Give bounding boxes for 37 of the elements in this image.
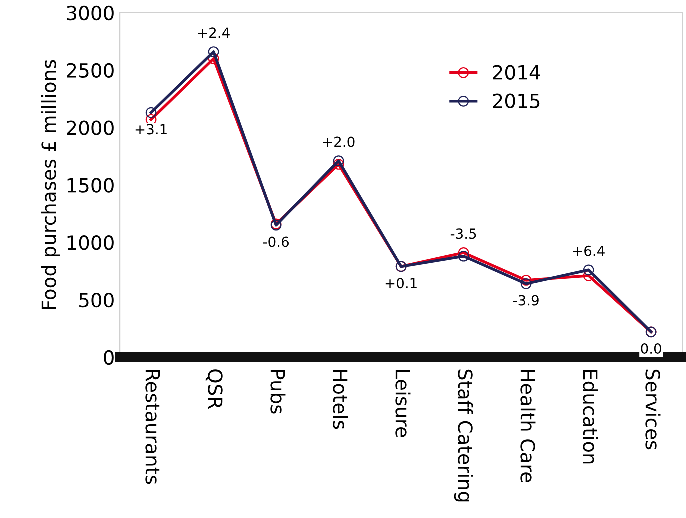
annotation: -3.9 bbox=[513, 295, 539, 306]
x-tick-label: Education bbox=[583, 370, 598, 464]
x-tick-label: Hotels bbox=[333, 370, 348, 430]
point bbox=[520, 275, 532, 286]
point bbox=[520, 278, 532, 290]
x-tick-label: Leisure bbox=[396, 370, 411, 438]
point bbox=[458, 250, 470, 262]
point bbox=[458, 248, 470, 258]
annotation: 0.0 bbox=[641, 344, 662, 354]
y-tick-label: 2500 bbox=[67, 63, 114, 78]
y-tick-label: 0 bbox=[104, 350, 114, 366]
x-tick-label: Pubs bbox=[270, 370, 286, 414]
y-axis-title: Food purchases £ millions bbox=[41, 60, 60, 310]
y-tick-label: 1500 bbox=[68, 178, 114, 193]
legend-label: 2015 bbox=[493, 94, 540, 108]
annotation: -0.6 bbox=[263, 236, 289, 248]
point bbox=[146, 107, 157, 118]
annotation: +6.4 bbox=[573, 246, 605, 256]
annotation: +2.4 bbox=[198, 28, 230, 38]
annotation: +2.0 bbox=[323, 136, 355, 148]
point bbox=[333, 159, 344, 170]
x-tick-label: QSR bbox=[206, 370, 223, 410]
point bbox=[583, 264, 594, 276]
y-tick-label: 500 bbox=[80, 292, 114, 308]
x-tick-label: Staff Catering bbox=[454, 370, 474, 502]
x-tick-label: Restaurants bbox=[146, 370, 160, 484]
x-tick-label: Services bbox=[646, 370, 661, 450]
legend-label: 2014 bbox=[493, 65, 540, 80]
y-tick-label: 1000 bbox=[68, 236, 114, 250]
point bbox=[333, 156, 344, 166]
annotation: -3.5 bbox=[450, 228, 476, 240]
y-tick-label: 3000 bbox=[67, 6, 114, 21]
point bbox=[208, 46, 220, 58]
annotation: +0.1 bbox=[386, 278, 417, 289]
x-tick-label: Health Care bbox=[520, 370, 536, 483]
annotation: +3.1 bbox=[136, 124, 167, 135]
y-tick-label: 2000 bbox=[67, 120, 114, 136]
